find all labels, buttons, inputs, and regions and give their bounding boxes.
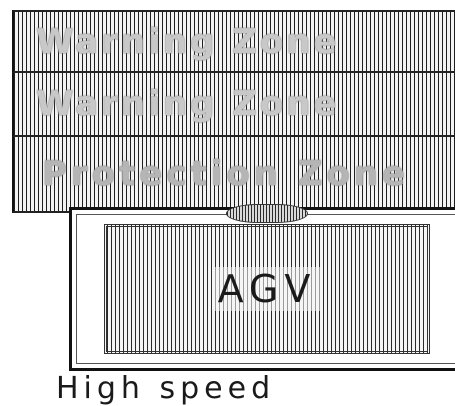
protection-zone: Protection Zone (12, 137, 455, 213)
agv-body: AGV (104, 224, 430, 354)
warning-zone-inner-label: Warning Zone (36, 84, 340, 124)
warning-zone-outer: Warning Zone (12, 10, 455, 73)
warning-zone-outer-label: Warning Zone (36, 21, 340, 62)
agv-label: AGV (211, 267, 323, 311)
laser-scanner-sensor (226, 204, 308, 223)
speed-caption: High speed (56, 371, 276, 406)
protection-zone-label: Protection Zone (42, 154, 410, 194)
warning-zone-inner: Warning Zone (12, 73, 455, 137)
